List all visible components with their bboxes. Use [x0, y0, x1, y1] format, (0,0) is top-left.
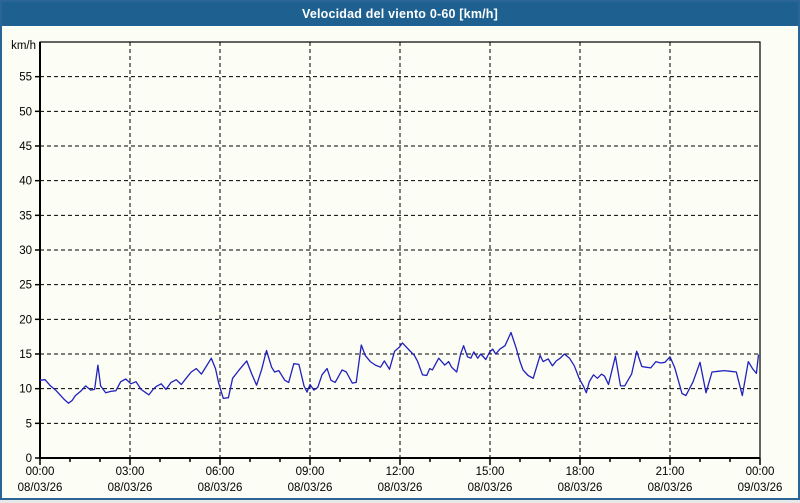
x-tick-time-label: 15:00 — [476, 466, 505, 478]
x-tick-time-label: 21:00 — [656, 466, 685, 478]
x-tick-date-label: 08/03/26 — [468, 482, 513, 494]
x-tick-date-label: 08/03/26 — [648, 482, 693, 494]
wind-chart-canvas: 0 5 10 15 20 25 30 35 40 45 50 55 km/h 00:00 08/03/26 0… — [11, 40, 783, 494]
x-tick-date-label: 08/03/26 — [198, 482, 243, 494]
y-tick-label: 55 — [19, 72, 32, 84]
x-tick-date-label: 08/03/26 — [288, 482, 333, 494]
x-tick-time-label: 00:00 — [26, 466, 55, 478]
unit-axis-label: km/h — [11, 40, 36, 52]
x-tick-time-label: 12:00 — [386, 466, 415, 478]
y-tick-label: 15 — [19, 349, 32, 361]
y-tick-label: 0 — [26, 453, 32, 465]
y-tick-label: 40 — [19, 176, 32, 188]
x-tick-time-label: 18:00 — [566, 466, 595, 478]
x-tick-time-label: 00:00 — [746, 466, 775, 478]
y-tick-label: 5 — [26, 418, 32, 430]
y-tick-label: 20 — [19, 314, 32, 326]
x-tick-date-label: 09/03/26 — [738, 482, 783, 494]
wind-speed-line — [39, 331, 760, 404]
y-tick-label: 45 — [19, 141, 32, 153]
y-tick-label: 10 — [19, 384, 32, 396]
y-tick-label: 50 — [19, 106, 32, 118]
x-tick-date-label: 08/03/26 — [378, 482, 423, 494]
x-tick-date-label: 08/03/26 — [558, 482, 603, 494]
x-tick-time-label: 06:00 — [206, 466, 235, 478]
title-bar: Velocidad del viento 0-60 [km/h] — [2, 2, 798, 26]
x-tick-time-label: 03:00 — [116, 466, 145, 478]
x-tick-date-label: 08/03/26 — [108, 482, 153, 494]
y-tick-label: 30 — [19, 245, 32, 257]
chart-title: Velocidad del viento 0-60 [km/h] — [301, 7, 499, 21]
x-tick-time-label: 09:00 — [296, 466, 325, 478]
chart-area: 0 5 10 15 20 25 30 35 40 45 50 55 km/h 00:00 08/03/26 0… — [2, 26, 798, 498]
y-tick-label: 25 — [19, 280, 32, 292]
y-tick-label: 35 — [19, 210, 32, 222]
x-tick-date-label: 08/03/26 — [18, 482, 63, 494]
